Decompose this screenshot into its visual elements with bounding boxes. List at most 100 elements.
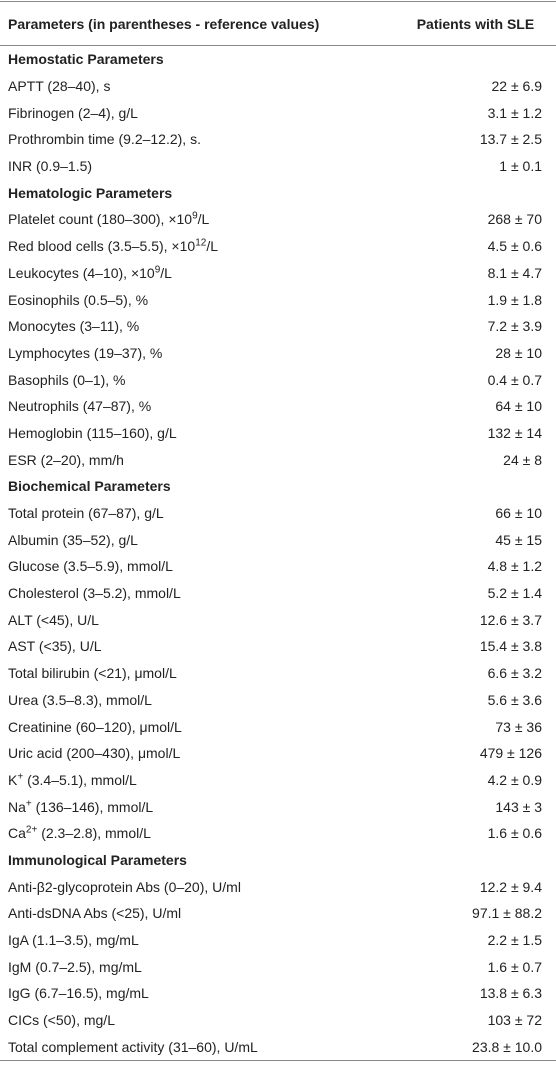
data-row: Cholesterol (3–5.2), mmol/L 5.2 ± 1.4: [0, 580, 556, 607]
parameter-cell: IgA (1.1–3.5), mg/mL: [0, 927, 395, 954]
value-cell: 66 ± 10: [495, 505, 542, 522]
superscript: 2+: [25, 824, 38, 836]
label-text: Total protein (67–87), g/L: [8, 505, 164, 522]
value-cell: 7.2 ± 3.9: [487, 318, 542, 335]
parameter-cell: Neutrophils (47–87), %: [0, 393, 395, 420]
header-cell: Parameters (in parentheses - reference v…: [0, 1, 395, 46]
label-text: Fibrinogen (2–4), g/L: [8, 104, 138, 121]
header-cell: Patients with SLE: [394, 1, 556, 46]
label-text: Total bilirubin (<21), μmol/L: [8, 665, 177, 682]
parameter-cell: ESR (2–20), mm/h: [0, 446, 395, 473]
data-row: Eosinophils (0.5–5), % 1.9 ± 1.8: [0, 286, 556, 313]
data-row: Na+ (136–146), mmol/L 143 ± 3: [0, 793, 556, 820]
data-row: Neutrophils (47–87), % 64 ± 10: [0, 393, 556, 420]
label-text: ESR (2–20), mm/h: [8, 451, 124, 468]
label-text: Prothrombin time (9.2–12.2), s.: [8, 131, 201, 148]
label-text: ALT (<45), U/L: [8, 611, 99, 628]
label-text: (2.3–2.8), mmol/L: [37, 825, 151, 842]
superscript: +: [25, 797, 32, 809]
section-title: Hemostatic Parameters: [8, 51, 164, 68]
label-text: /L: [206, 238, 218, 255]
data-row: Lymphocytes (19–37), % 28 ± 10: [0, 340, 556, 367]
data-row: Anti-β2-glycoprotein Abs (0–20), U/ml 12.…: [0, 873, 556, 900]
value-cell: 97.1 ± 88.2: [472, 905, 542, 922]
parameter-cell: Total bilirubin (<21), μmol/L: [0, 660, 395, 687]
parameter-cell: CICs (<50), mg/L: [0, 1007, 395, 1034]
data-row: CICs (<50), mg/L 103 ± 72: [0, 1007, 556, 1034]
data-row: Red blood cells (3.5–5.5), ×1012/L 4.5 ± …: [0, 233, 556, 260]
data-row: IgM (0.7–2.5), mg/mL 1.6 ± 0.7: [0, 953, 556, 980]
label-text: Anti-dsDNA Abs (<25), U/ml: [8, 905, 182, 922]
label-text: IgG (6.7–16.5), mg/mL: [8, 985, 149, 1002]
parameter-cell: Fibrinogen (2–4), g/L: [0, 99, 395, 126]
data-row: Total complement activity (31–60), U/mL 2…: [0, 1033, 556, 1062]
value-cell: 12.2 ± 9.4: [479, 878, 542, 895]
parameter-cell: APTT (28–40), s: [0, 73, 395, 100]
data-row: Uric acid (200–430), μmol/L 479 ± 126: [0, 740, 556, 767]
value-cell: 132 ± 14: [487, 424, 542, 441]
data-row: Monocytes (3–11), % 7.2 ± 3.9: [0, 313, 556, 340]
section-row: Hematologic Parameters: [0, 179, 556, 206]
data-row: Urea (3.5–8.3), mmol/L 5.6 ± 3.6: [0, 687, 556, 714]
label-text: Leukocytes (4–10), ×10: [8, 264, 155, 281]
value-cell: 13.8 ± 6.3: [479, 985, 542, 1002]
value-cell: 13.7 ± 2.5: [479, 131, 542, 148]
label-text: Basophils (0–1), %: [8, 371, 126, 388]
label-text: /L: [160, 264, 172, 281]
header-row: Parameters (in parentheses - reference v…: [0, 1, 556, 46]
value-cell: 6.6 ± 3.2: [487, 665, 542, 682]
parameter-cell: AST (<35), U/L: [0, 633, 395, 660]
parameter-cell: ALT (<45), U/L: [0, 606, 395, 633]
data-row: K+ (3.4–5.1), mmol/L 4.2 ± 0.9: [0, 767, 556, 794]
label-text: Red blood cells (3.5–5.5), ×10: [8, 238, 196, 255]
parameter-cell: Total complement activity (31–60), U/mL: [0, 1033, 395, 1062]
value-cell: 5.6 ± 3.6: [487, 691, 542, 708]
value-cell: 0.4 ± 0.7: [487, 371, 542, 388]
label-text: Anti-β2-glycoprotein Abs (0–20), U/ml: [8, 878, 241, 895]
value-cell: 1.6 ± 0.6: [487, 825, 542, 842]
value-cell: 45 ± 15: [495, 531, 542, 548]
data-row: Creatinine (60–120), μmol/L 73 ± 36: [0, 713, 556, 740]
label-text: INR (0.9–1.5): [8, 158, 93, 175]
parameter-cell: IgM (0.7–2.5), mg/mL: [0, 953, 395, 980]
value-cell: 3.1 ± 1.2: [487, 104, 542, 121]
label-text: Hemoglobin (115–160), g/L: [8, 424, 177, 441]
value-cell: 8.1 ± 4.7: [487, 264, 542, 281]
value-cell: 15.4 ± 3.8: [479, 638, 542, 655]
superscript: 12: [195, 237, 207, 249]
label-text: Glucose (3.5–5.9), mmol/L: [8, 558, 173, 575]
section-title: Hematologic Parameters: [8, 184, 173, 201]
section-row: Biochemical Parameters: [0, 473, 556, 500]
value-cell: 268 ± 70: [487, 211, 542, 228]
parameter-cell: IgG (6.7–16.5), mg/mL: [0, 980, 395, 1007]
data-row: Prothrombin time (9.2–12.2), s. 13.7 ± 2.…: [0, 126, 556, 153]
parameter-cell: Platelet count (180–300), ×109/L: [0, 206, 395, 233]
parameter-cell: Na+ (136–146), mmol/L: [0, 793, 395, 820]
data-row: Total protein (67–87), g/L 66 ± 10: [0, 500, 556, 527]
label-text: Platelet count (180–300), ×10: [8, 211, 193, 228]
parameter-cell: Total protein (67–87), g/L: [0, 500, 395, 527]
label-text: /L: [197, 211, 210, 228]
parameter-cell: K+ (3.4–5.1), mmol/L: [0, 767, 395, 794]
label-text: Albumin (35–52), g/L: [8, 531, 138, 548]
label-text: Ca: [8, 825, 26, 842]
label-text: CICs (<50), mg/L: [8, 1012, 115, 1029]
value-cell: 28 ± 10: [495, 344, 542, 361]
value-cell: 22 ± 6.9: [491, 78, 543, 95]
section-row: Hemostatic Parameters: [0, 46, 556, 73]
value-cell: 1.6 ± 0.7: [487, 958, 542, 975]
value-cell: 5.2 ± 1.4: [487, 585, 542, 602]
parameter-cell: Eosinophils (0.5–5), %: [0, 286, 395, 313]
data-row: Platelet count (180–300), ×109/L 268 ± 70: [0, 206, 556, 233]
parameter-cell: Uric acid (200–430), μmol/L: [0, 740, 395, 767]
parameter-cell: Lymphocytes (19–37), %: [0, 340, 395, 367]
superscript: 9: [154, 264, 161, 276]
parameter-cell: Anti-dsDNA Abs (<25), U/ml: [0, 900, 395, 927]
parameter-cell: Hemoglobin (115–160), g/L: [0, 420, 395, 447]
label-text: APTT (28–40), s: [8, 78, 111, 95]
parameter-cell: Ca2+ (2.3–2.8), mmol/L: [0, 820, 395, 847]
value-cell: 12.6 ± 3.7: [479, 611, 542, 628]
label-text: (3.4–5.1), mmol/L: [23, 771, 137, 788]
label-text: (136–146), mmol/L: [31, 798, 154, 815]
